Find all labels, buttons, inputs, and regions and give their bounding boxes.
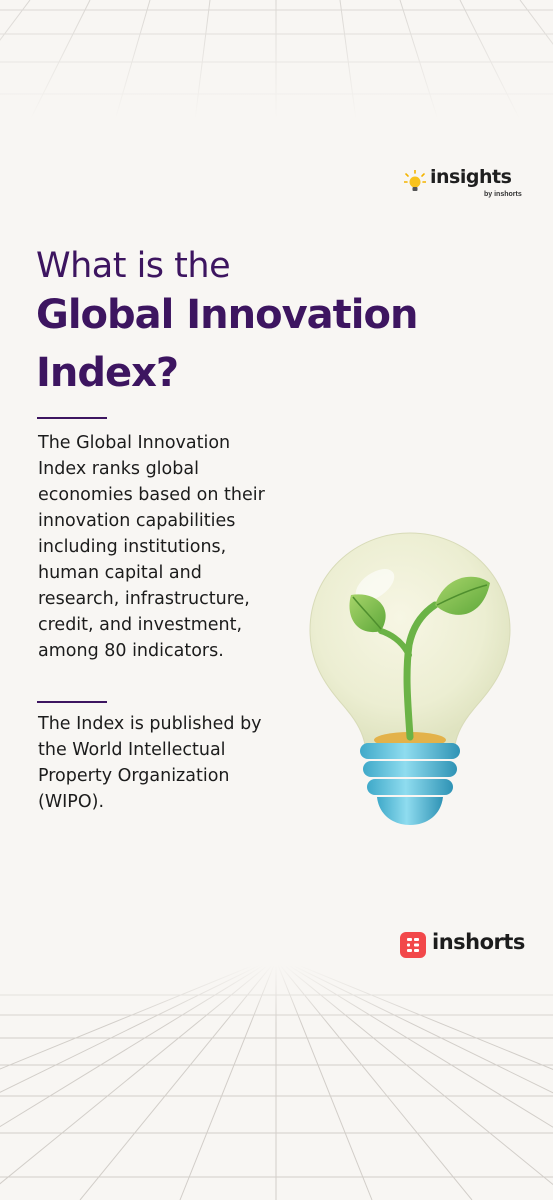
- divider: [37, 417, 107, 419]
- page-title-line-3: Index?: [36, 350, 179, 396]
- text-line: Index ranks global: [38, 459, 199, 479]
- publisher-paragraph: The Index is published by the World Inte…: [38, 711, 308, 815]
- page-title-line-2: Global Innovation: [36, 292, 418, 338]
- text-line: (WIPO).: [38, 792, 105, 812]
- text-line: the World Intellectual: [38, 740, 226, 760]
- page-title-line-1: What is the: [36, 246, 231, 286]
- divider: [37, 701, 107, 703]
- top-grid-decoration: [0, 0, 553, 120]
- text-line: The Global Innovation: [38, 433, 231, 453]
- insights-byline: by inshorts: [484, 191, 522, 198]
- text-line: research, infrastructure,: [38, 589, 250, 609]
- description-paragraph: The Global Innovation Index ranks global…: [38, 430, 308, 664]
- inshorts-logo-icon: [400, 932, 426, 958]
- inshorts-wordmark: inshorts: [432, 930, 525, 954]
- inshorts-brand: inshorts: [400, 930, 530, 960]
- text-line: innovation capabilities: [38, 511, 236, 531]
- text-line: credit, and investment,: [38, 615, 243, 635]
- lightbulb-icon: [403, 169, 427, 199]
- text-line: Property Organization: [38, 766, 230, 786]
- text-line: economies based on their: [38, 485, 265, 505]
- text-line: including institutions,: [38, 537, 227, 557]
- text-line: The Index is published by: [38, 714, 262, 734]
- text-line: among 80 indicators.: [38, 641, 224, 661]
- text-line: human capital and: [38, 563, 202, 583]
- insights-brand: insights by inshorts: [403, 166, 524, 206]
- plant-bulb-illustration: [305, 525, 515, 830]
- bottom-grid-decoration: [0, 965, 553, 1200]
- insights-wordmark: insights: [430, 166, 512, 188]
